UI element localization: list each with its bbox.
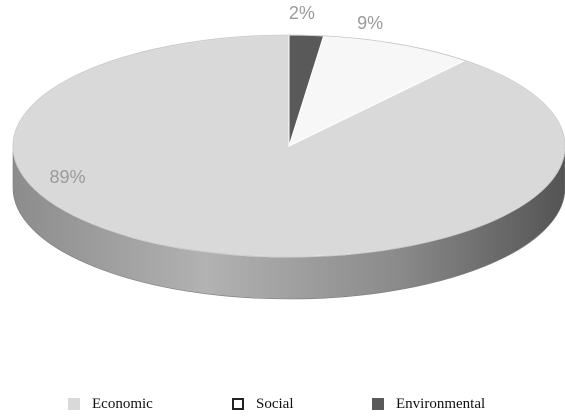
data-label-economic: 89% — [49, 167, 85, 187]
legend-label-social: Social — [256, 396, 294, 412]
data-label-social: 9% — [357, 13, 383, 33]
legend-label-environmental: Environmental — [396, 396, 486, 412]
legend-swatch-economic-icon — [68, 398, 80, 410]
legend-label-economic: Economic — [92, 396, 153, 412]
legend-swatch-environmental-icon — [372, 398, 384, 410]
legend: Economic Social Environmental — [0, 392, 565, 419]
data-label-environmental: 2% — [289, 3, 315, 23]
legend-item-social: Social — [232, 396, 294, 412]
legend-item-environmental: Environmental — [372, 396, 485, 412]
pie-rim — [12, 34, 565, 258]
legend-swatch-social-icon — [232, 398, 244, 410]
pie-chart: 89% 9% 2% — [12, 3, 565, 300]
legend-item-economic: Economic — [68, 396, 153, 412]
